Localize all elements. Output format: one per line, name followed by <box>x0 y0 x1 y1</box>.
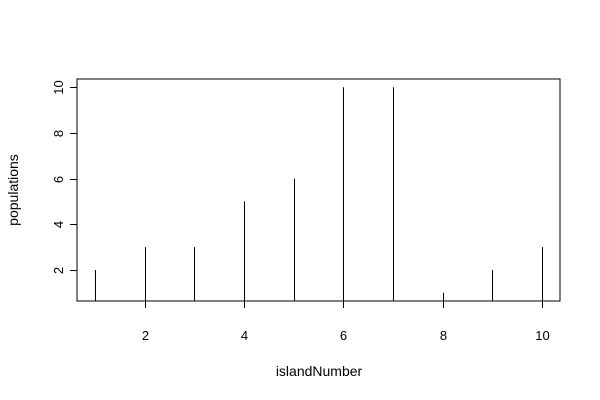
x-tick-label-2: 2 <box>142 328 149 343</box>
x-tick-label-4: 4 <box>241 328 248 343</box>
x-axis: 2 4 6 8 10 <box>142 300 550 343</box>
spike-series <box>95 87 543 301</box>
y-tick-label-4: 4 <box>51 221 66 228</box>
y-axis: 2 4 6 8 10 <box>51 80 78 274</box>
x-tick-label-10: 10 <box>535 328 549 343</box>
y-tick-label-8: 8 <box>51 130 66 137</box>
y-axis-title: populations <box>5 154 21 226</box>
x-tick-label-8: 8 <box>440 328 447 343</box>
y-tick-label-2: 2 <box>51 267 66 274</box>
plot-border <box>76 78 561 302</box>
y-tick-label-10: 10 <box>51 80 66 94</box>
plot-frame <box>76 78 561 302</box>
y-tick-label-6: 6 <box>51 176 66 183</box>
x-tick-label-6: 6 <box>340 328 347 343</box>
x-axis-title: islandNumber <box>276 363 363 379</box>
